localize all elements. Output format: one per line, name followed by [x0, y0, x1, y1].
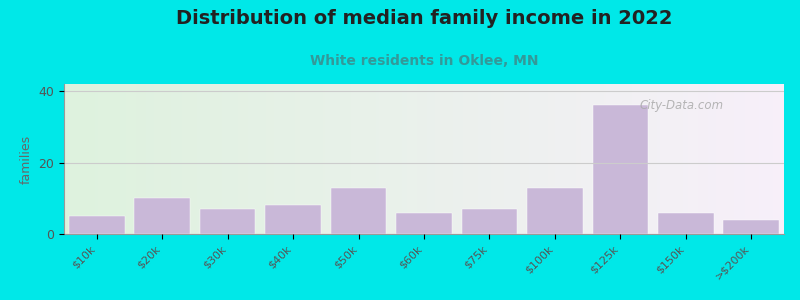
- Bar: [593, 105, 648, 234]
- Bar: [658, 213, 714, 234]
- Bar: [69, 216, 125, 234]
- Bar: [527, 188, 582, 234]
- Bar: [396, 213, 452, 234]
- Bar: [330, 188, 386, 234]
- Text: Distribution of median family income in 2022: Distribution of median family income in …: [176, 9, 672, 28]
- Text: City-Data.com: City-Data.com: [640, 99, 724, 112]
- Bar: [723, 220, 779, 234]
- Bar: [200, 209, 255, 234]
- Text: White residents in Oklee, MN: White residents in Oklee, MN: [310, 54, 538, 68]
- Bar: [134, 198, 190, 234]
- Y-axis label: families: families: [20, 134, 33, 184]
- Bar: [266, 206, 321, 234]
- Bar: [462, 209, 518, 234]
